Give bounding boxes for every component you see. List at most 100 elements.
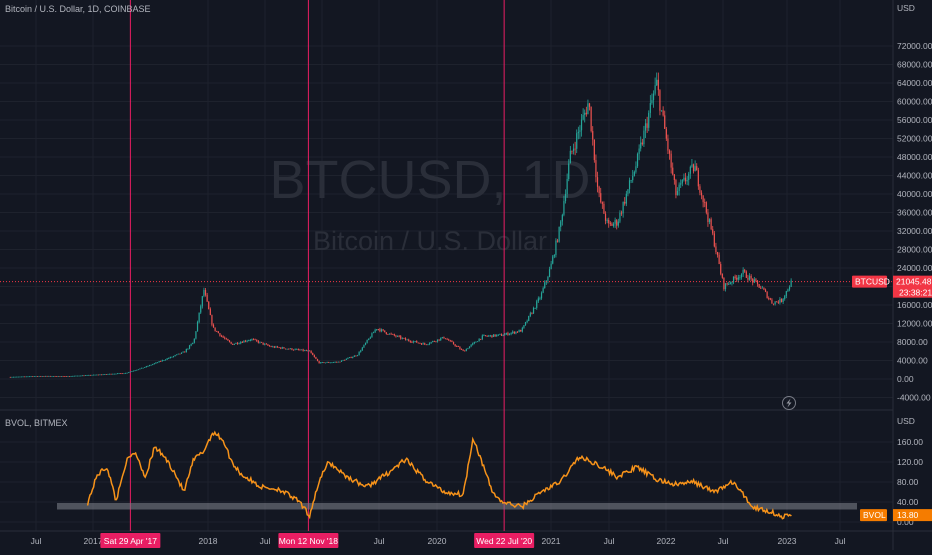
candle-body — [769, 298, 771, 300]
candle-body — [494, 334, 496, 337]
candle-body — [310, 350, 312, 354]
candle-body — [662, 110, 664, 116]
candle-body — [584, 112, 586, 115]
candle-body — [196, 321, 199, 332]
candle-body — [296, 349, 298, 350]
candle-body — [388, 333, 391, 335]
candle-body — [657, 79, 659, 91]
candle-body — [155, 362, 157, 364]
candle-body — [236, 342, 239, 344]
candle-body — [337, 361, 339, 363]
candle-body — [200, 306, 202, 313]
candle-body — [305, 350, 307, 352]
candle-body — [377, 329, 379, 330]
candle-body — [347, 357, 349, 359]
candle-body — [172, 356, 175, 357]
candle-body — [579, 130, 581, 132]
candle-body — [142, 367, 144, 369]
candle-body — [443, 336, 445, 339]
candle-body — [433, 341, 435, 342]
candle-body — [126, 372, 128, 374]
candle-body — [745, 271, 747, 278]
lightning-icon[interactable] — [782, 396, 796, 410]
candle-body — [84, 375, 87, 376]
candle-body — [160, 361, 162, 362]
price-pane-title[interactable]: Bitcoin / U.S. Dollar, 1D, COINBASE — [5, 4, 151, 14]
bvol-last-tag: BVOL 13.80 — [860, 509, 932, 522]
candle-body — [707, 212, 709, 223]
candle-body — [49, 375, 51, 377]
candle-body — [619, 212, 621, 222]
candle-body — [372, 332, 375, 334]
candle-body — [384, 330, 386, 333]
last-price-symbol: BTCUSD — [855, 277, 890, 287]
candle-body — [552, 256, 554, 264]
candle-body — [480, 338, 482, 340]
candle-body — [446, 339, 448, 340]
indicator-pane-title[interactable]: BVOL, BITMEX — [5, 418, 68, 428]
candle-body — [358, 351, 360, 356]
candle-body — [734, 276, 736, 278]
candle-body — [134, 370, 136, 372]
candle-body — [476, 341, 479, 343]
candlestick-series[interactable] — [9, 72, 792, 378]
candle-body — [644, 123, 647, 131]
candle-body — [11, 376, 13, 378]
candle-body — [491, 335, 493, 338]
candle-body — [612, 223, 615, 226]
marker-lines — [129, 0, 505, 531]
candle-body — [252, 339, 255, 340]
candle-body — [294, 349, 296, 350]
candle-body — [289, 348, 291, 350]
candle-body — [537, 298, 539, 302]
candle-body — [246, 340, 248, 342]
candle-body — [539, 298, 541, 300]
candle-body — [139, 368, 141, 370]
candle-body — [736, 277, 738, 280]
candle-body — [120, 373, 122, 375]
candle-body — [678, 184, 680, 192]
candle-body — [244, 340, 247, 342]
candle-body — [475, 341, 477, 343]
candle-body — [524, 322, 527, 326]
candle-body — [588, 103, 591, 107]
time-tick-label: Jul — [604, 536, 615, 546]
candle-body — [638, 148, 640, 154]
indicator-axis[interactable]: 160.00 120.00 80.00 40.00 0.00 — [897, 437, 923, 527]
marker-tag-label: Mon 12 Nov '18 — [279, 536, 339, 546]
candle-body — [33, 376, 35, 377]
candle-body — [699, 186, 701, 193]
candle-body — [240, 342, 242, 344]
candle-body — [627, 189, 629, 194]
candle-body — [572, 148, 575, 152]
time-tick-label: Jul — [835, 536, 846, 546]
candle-body — [705, 202, 707, 213]
price-tick-label: 44000.00 — [897, 171, 932, 181]
price-axis[interactable]: 72000.00 68000.00 64000.00 60000.00 56000.00… — [897, 41, 932, 403]
candle-body — [190, 344, 192, 346]
candle-body — [228, 340, 231, 343]
candle-body — [124, 372, 127, 374]
candle-body — [414, 341, 416, 342]
candle-body — [488, 335, 490, 337]
candle-body — [300, 349, 303, 351]
bvol-line[interactable] — [86, 430, 792, 520]
candle-body — [44, 375, 47, 377]
price-tick-label: 56000.00 — [897, 115, 932, 125]
candle-body — [369, 337, 371, 339]
candle-body — [510, 332, 512, 334]
candle-body — [113, 373, 115, 375]
candle-body — [129, 371, 131, 373]
candle-body — [280, 347, 282, 349]
candle-body — [233, 343, 235, 345]
last-price-bg — [893, 275, 932, 298]
candle-body — [395, 335, 397, 337]
candle-body — [28, 376, 31, 378]
candle-body — [214, 327, 216, 331]
candle-body — [788, 286, 791, 290]
candle-body — [785, 291, 787, 296]
candle-body — [489, 335, 491, 337]
candle-body — [782, 298, 784, 302]
